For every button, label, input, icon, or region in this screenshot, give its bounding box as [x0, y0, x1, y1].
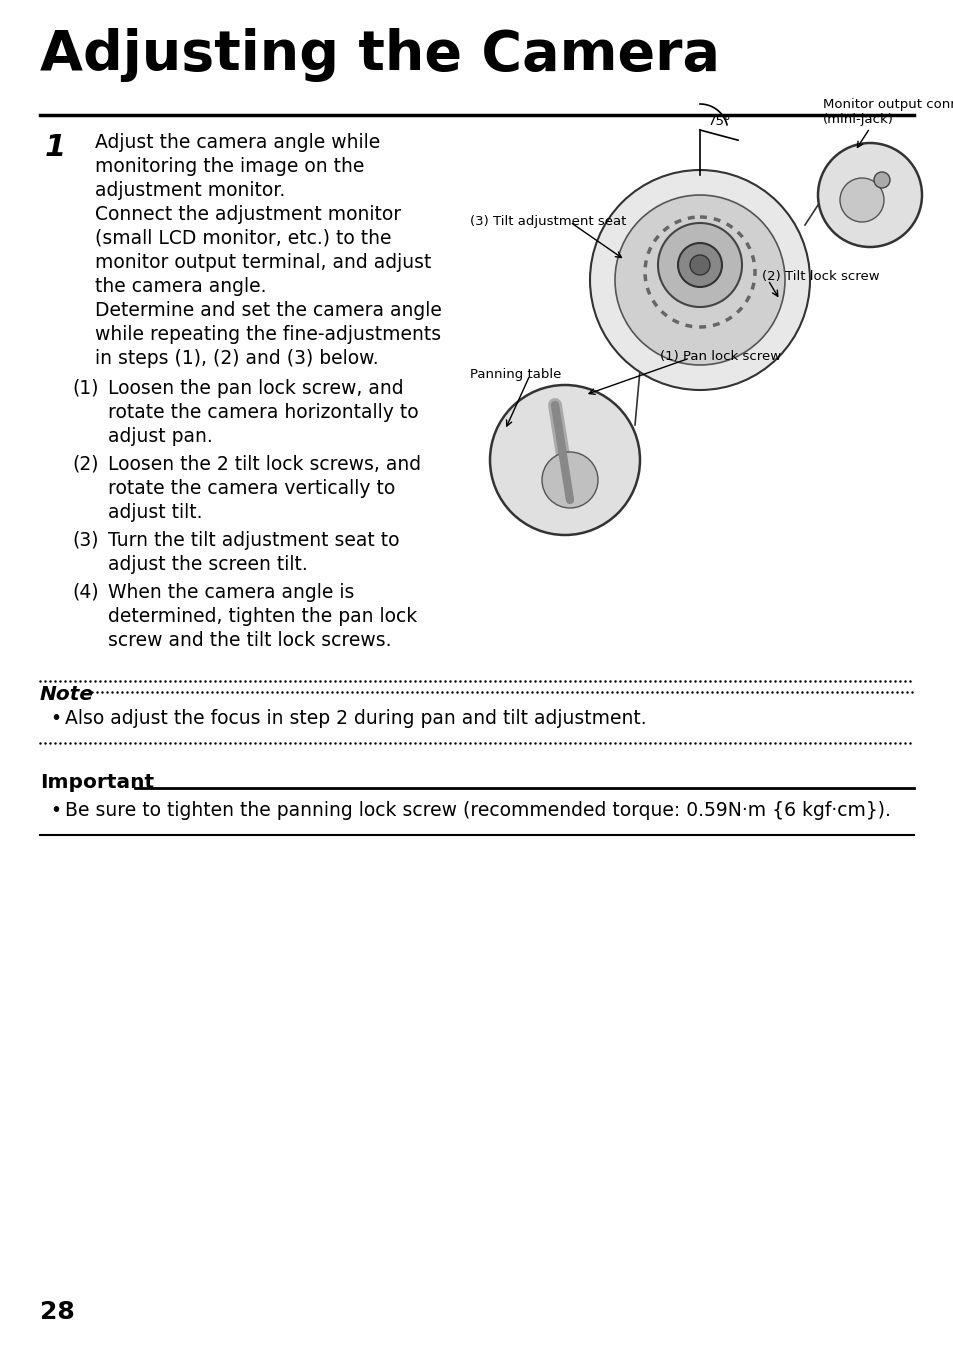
Circle shape	[490, 385, 639, 535]
Text: (small LCD monitor, etc.) to the: (small LCD monitor, etc.) to the	[95, 228, 391, 247]
Circle shape	[817, 143, 921, 247]
Text: Turn the tilt adjustment seat to: Turn the tilt adjustment seat to	[108, 531, 399, 550]
Text: the camera angle.: the camera angle.	[95, 277, 266, 296]
Text: adjust the screen tilt.: adjust the screen tilt.	[108, 556, 308, 575]
Text: Be sure to tighten the panning lock screw (recommended torque: 0.59N·m {6 kgf·cm: Be sure to tighten the panning lock scre…	[65, 800, 890, 821]
Text: Connect the adjustment monitor: Connect the adjustment monitor	[95, 206, 400, 224]
Text: Note: Note	[40, 685, 94, 704]
Text: Adjusting the Camera: Adjusting the Camera	[40, 28, 720, 82]
Text: (3) Tilt adjustment seat: (3) Tilt adjustment seat	[470, 215, 626, 228]
Circle shape	[589, 170, 809, 389]
Text: Determine and set the camera angle: Determine and set the camera angle	[95, 301, 441, 320]
Text: rotate the camera vertically to: rotate the camera vertically to	[108, 479, 395, 498]
Text: Important: Important	[40, 773, 154, 792]
Text: •: •	[50, 800, 61, 821]
Circle shape	[658, 223, 741, 307]
Text: Panning table: Panning table	[470, 368, 560, 381]
Circle shape	[873, 172, 889, 188]
Circle shape	[541, 452, 598, 508]
Text: (2): (2)	[71, 456, 98, 475]
Text: 75°: 75°	[707, 115, 731, 128]
Text: 28: 28	[40, 1301, 74, 1324]
Circle shape	[840, 178, 883, 222]
Text: Also adjust the focus in step 2 during pan and tilt adjustment.: Also adjust the focus in step 2 during p…	[65, 708, 646, 727]
Circle shape	[678, 243, 721, 287]
Text: adjust pan.: adjust pan.	[108, 427, 213, 446]
Text: determined, tighten the pan lock: determined, tighten the pan lock	[108, 607, 416, 626]
Text: (1): (1)	[71, 379, 98, 397]
Text: in steps (1), (2) and (3) below.: in steps (1), (2) and (3) below.	[95, 349, 378, 368]
Text: •: •	[50, 708, 61, 727]
Text: (1) Pan lock screw: (1) Pan lock screw	[659, 350, 781, 362]
Text: monitoring the image on the: monitoring the image on the	[95, 157, 364, 176]
Circle shape	[689, 256, 709, 274]
Text: (4): (4)	[71, 583, 98, 602]
Text: (3): (3)	[71, 531, 98, 550]
Text: Loosen the 2 tilt lock screws, and: Loosen the 2 tilt lock screws, and	[108, 456, 420, 475]
Text: Monitor output connector
(mini-jack): Monitor output connector (mini-jack)	[822, 97, 953, 126]
Text: Adjust the camera angle while: Adjust the camera angle while	[95, 132, 380, 151]
Text: When the camera angle is: When the camera angle is	[108, 583, 354, 602]
Text: Loosen the pan lock screw, and: Loosen the pan lock screw, and	[108, 379, 403, 397]
Circle shape	[615, 195, 784, 365]
Text: rotate the camera horizontally to: rotate the camera horizontally to	[108, 403, 418, 422]
Text: screw and the tilt lock screws.: screw and the tilt lock screws.	[108, 631, 391, 650]
Text: (2) Tilt lock screw: (2) Tilt lock screw	[761, 270, 879, 283]
Text: 1: 1	[45, 132, 66, 162]
Text: adjustment monitor.: adjustment monitor.	[95, 181, 285, 200]
Text: adjust tilt.: adjust tilt.	[108, 503, 202, 522]
Text: monitor output terminal, and adjust: monitor output terminal, and adjust	[95, 253, 431, 272]
Text: while repeating the fine-adjustments: while repeating the fine-adjustments	[95, 324, 440, 343]
